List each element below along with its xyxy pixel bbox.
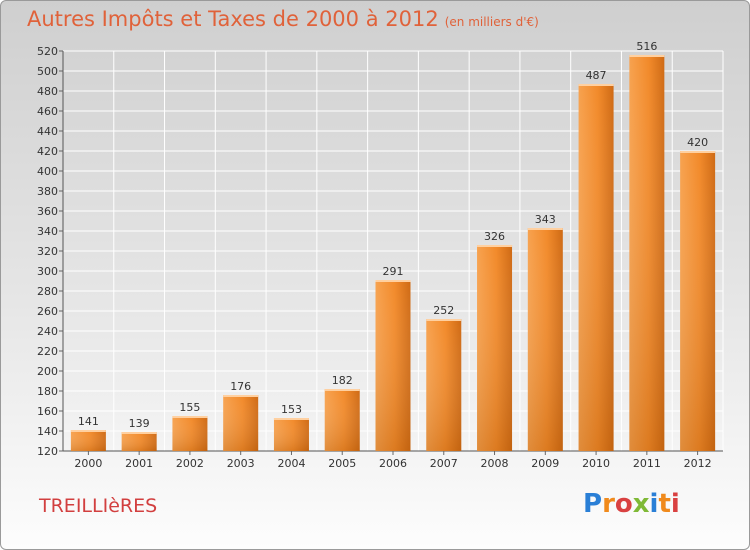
bar-value-label: 153	[281, 403, 302, 416]
bar-shade	[122, 432, 157, 451]
y-tick-label: 420	[37, 145, 58, 158]
bar-top-highlight	[426, 319, 461, 321]
bar-shade	[477, 245, 512, 451]
bar-top-highlight	[629, 55, 664, 57]
bar-shade	[680, 151, 715, 451]
bar-shade	[426, 319, 461, 451]
bar-value-label: 252	[433, 304, 454, 317]
y-tick-label: 180	[37, 385, 58, 398]
bar-shade	[172, 416, 207, 451]
y-tick-label: 280	[37, 285, 58, 298]
bar-shade	[325, 389, 360, 451]
logo-letter: o	[615, 489, 633, 519]
y-tick-label: 200	[37, 365, 58, 378]
bar-top-highlight	[579, 84, 614, 86]
bar-top-highlight	[528, 228, 563, 230]
x-tick-label: 2004	[277, 457, 305, 470]
x-tick-label: 2005	[328, 457, 356, 470]
bar-top-highlight	[325, 389, 360, 391]
city-name: TREILLIèRES	[39, 495, 157, 517]
bar-value-label: 487	[586, 69, 607, 82]
x-tick-label: 2012	[684, 457, 712, 470]
y-tick-label: 340	[37, 225, 58, 238]
bar-value-label: 326	[484, 230, 505, 243]
logo-letter: i	[671, 489, 680, 519]
bar-top-highlight	[223, 395, 258, 397]
x-tick-label: 2002	[176, 457, 204, 470]
bar-top-highlight	[122, 432, 157, 434]
bar-top-highlight	[680, 151, 715, 153]
logo-letter: i	[650, 489, 659, 519]
bar-shade	[579, 84, 614, 451]
y-tick-label: 240	[37, 325, 58, 338]
y-tick-label: 400	[37, 165, 58, 178]
x-tick-label: 2010	[582, 457, 610, 470]
bar-value-label: 155	[179, 401, 200, 414]
bar-shade	[274, 418, 309, 451]
logo-letter: t	[658, 489, 670, 519]
logo-letter: r	[602, 489, 615, 519]
logo-letter: P	[583, 489, 602, 519]
y-tick-label: 120	[37, 445, 58, 458]
bar-top-highlight	[172, 416, 207, 418]
y-tick-label: 460	[37, 105, 58, 118]
bar-value-label: 182	[332, 374, 353, 387]
bar-value-label: 139	[129, 417, 150, 430]
y-tick-label: 380	[37, 185, 58, 198]
bar-top-highlight	[274, 418, 309, 420]
x-tick-label: 2008	[481, 457, 509, 470]
y-tick-label: 520	[37, 45, 58, 58]
bar-value-label: 141	[78, 415, 99, 428]
bars	[71, 55, 715, 451]
bar-shade	[629, 55, 664, 451]
x-tick-label: 2000	[74, 457, 102, 470]
y-tick-label: 260	[37, 305, 58, 318]
y-tick-label: 440	[37, 125, 58, 138]
logo-letter: x	[633, 489, 650, 519]
bar-top-highlight	[71, 430, 106, 432]
x-tick-label: 2003	[227, 457, 255, 470]
bar-shade	[376, 280, 411, 451]
y-tick-label: 500	[37, 65, 58, 78]
bar-shade	[528, 228, 563, 451]
y-tick-label: 140	[37, 425, 58, 438]
bar-top-highlight	[376, 280, 411, 282]
bar-value-label: 343	[535, 213, 556, 226]
x-tick-label: 2009	[531, 457, 559, 470]
y-tick-label: 360	[37, 205, 58, 218]
bar-value-label: 176	[230, 380, 251, 393]
x-tick-label: 2007	[430, 457, 458, 470]
bar-value-label: 516	[636, 40, 657, 53]
y-tick-label: 480	[37, 85, 58, 98]
y-tick-label: 320	[37, 245, 58, 258]
y-tick-label: 220	[37, 345, 58, 358]
x-tick-label: 2011	[633, 457, 661, 470]
bar-shade	[71, 430, 106, 451]
proxiti-logo: Proxiti	[583, 489, 680, 519]
bar-value-label: 291	[383, 265, 404, 278]
bar-top-highlight	[477, 245, 512, 247]
bar-value-label: 420	[687, 136, 708, 149]
y-tick-label: 160	[37, 405, 58, 418]
bar-shade	[223, 395, 258, 451]
x-tick-label: 2001	[125, 457, 153, 470]
x-tick-label: 2006	[379, 457, 407, 470]
y-tick-label: 300	[37, 265, 58, 278]
